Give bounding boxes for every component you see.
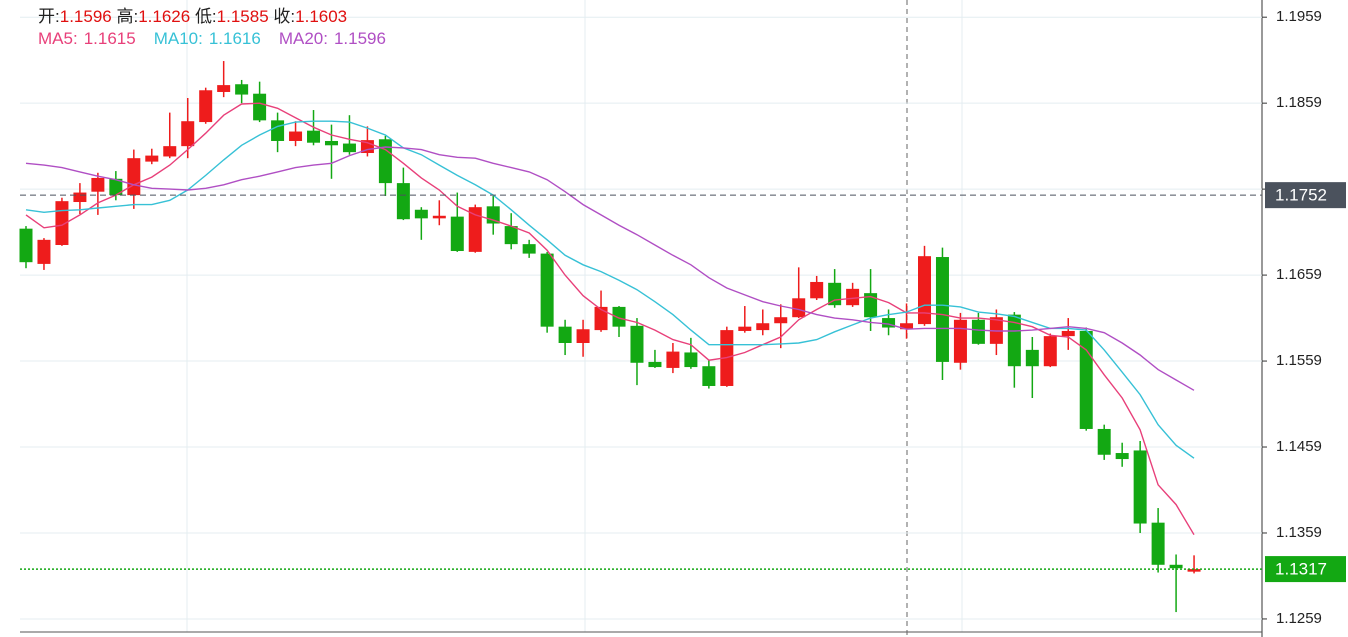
price-label: 1.1752 bbox=[1275, 186, 1327, 205]
legend-name: MA5: bbox=[38, 29, 78, 48]
candle-body bbox=[900, 323, 914, 330]
candle-body bbox=[414, 209, 428, 219]
candle-body bbox=[935, 257, 949, 362]
legend-name: MA20: bbox=[278, 29, 328, 48]
candle-body bbox=[576, 329, 590, 343]
ma-line bbox=[25, 120, 1195, 459]
candle-body bbox=[864, 293, 878, 318]
candle-body bbox=[55, 201, 69, 245]
candle-body bbox=[432, 215, 446, 219]
candle-body bbox=[792, 298, 806, 318]
candle-body bbox=[145, 155, 159, 162]
candle-body bbox=[253, 93, 267, 121]
grid: 1.12591.13591.14591.15591.16591.17591.18… bbox=[20, 8, 1322, 627]
candle-body bbox=[774, 317, 788, 324]
y-tick-label: 1.1859 bbox=[1276, 94, 1322, 111]
y-tick-label: 1.1459 bbox=[1276, 438, 1322, 455]
candle-body bbox=[1169, 564, 1183, 569]
ohlc-label: 高: bbox=[116, 7, 139, 26]
candle-body bbox=[19, 228, 33, 263]
candle-body bbox=[307, 130, 321, 143]
candle-body bbox=[199, 90, 213, 123]
candle-body bbox=[1187, 569, 1201, 572]
ohlc-value: 1.1596 bbox=[59, 7, 112, 26]
marks bbox=[19, 61, 1201, 613]
price-label: 1.1317 bbox=[1275, 560, 1327, 579]
candle-body bbox=[612, 306, 626, 327]
ohlc-value: 1.1603 bbox=[295, 7, 348, 26]
ohlc-label: 开: bbox=[38, 7, 60, 26]
candle-body bbox=[91, 177, 105, 192]
ma-line bbox=[25, 146, 1195, 391]
ohlc-value: 1.1585 bbox=[216, 7, 269, 26]
candle-body bbox=[1097, 428, 1111, 455]
candle-body bbox=[324, 140, 338, 146]
candle-body bbox=[342, 143, 356, 153]
candle-body bbox=[684, 352, 698, 368]
y-tick-label: 1.1559 bbox=[1276, 352, 1322, 369]
candle-body bbox=[1151, 522, 1165, 565]
candle-body bbox=[468, 207, 482, 252]
y-tick-label: 1.1259 bbox=[1276, 610, 1322, 627]
candle-body bbox=[378, 139, 392, 184]
candle-body bbox=[1007, 314, 1021, 367]
candle-body bbox=[630, 325, 644, 363]
candle-body bbox=[1025, 349, 1039, 367]
candle-body bbox=[702, 366, 716, 386]
candle-body bbox=[396, 183, 410, 220]
candle-body bbox=[953, 319, 967, 363]
candle-body bbox=[163, 146, 177, 157]
candle-body bbox=[450, 216, 464, 252]
candle-body bbox=[594, 306, 608, 331]
ohlc-legend: 开:1.1596 高:1.1626 低:1.1585 收:1.1603 bbox=[38, 2, 347, 27]
candle-body bbox=[1061, 330, 1075, 337]
candle-body bbox=[648, 361, 662, 368]
candle-body bbox=[73, 192, 87, 203]
y-tick-label: 1.1959 bbox=[1276, 8, 1322, 25]
candle-body bbox=[971, 319, 985, 344]
candle-body bbox=[1115, 453, 1129, 460]
legend-value: 1.1596 bbox=[333, 29, 386, 48]
candle-body bbox=[37, 239, 51, 264]
legend-value: 1.1615 bbox=[83, 29, 136, 48]
candle-body bbox=[666, 351, 680, 368]
overlay: 1.1752 1.1317 bbox=[20, 182, 1346, 583]
ohlc-label: 低: bbox=[194, 7, 217, 26]
ohlc-value: 1.1626 bbox=[138, 7, 191, 26]
candle-body bbox=[882, 318, 896, 328]
candle-body bbox=[235, 84, 249, 95]
legend-name: MA10: bbox=[153, 29, 203, 48]
ma-legend: MA5: 1.1615 MA10: 1.1616 MA20: 1.1596 bbox=[38, 29, 404, 49]
candle-body bbox=[846, 288, 860, 306]
candle-body bbox=[271, 120, 285, 141]
price-label-box bbox=[1265, 182, 1346, 209]
legend-value: 1.1616 bbox=[208, 29, 261, 48]
candle-body bbox=[522, 244, 536, 254]
candle-body bbox=[109, 178, 123, 196]
ohlc-label: 收: bbox=[273, 7, 296, 26]
candle-body bbox=[1079, 330, 1093, 429]
candle-body bbox=[1043, 336, 1057, 367]
candle-body bbox=[217, 85, 231, 92]
candle-body bbox=[289, 131, 303, 141]
candle-body bbox=[1133, 450, 1147, 524]
price-label-box bbox=[1265, 556, 1346, 583]
candle-body bbox=[810, 281, 824, 299]
candle-body bbox=[127, 158, 141, 196]
candle-body bbox=[540, 253, 554, 327]
candle-body bbox=[504, 226, 518, 245]
candle-body bbox=[181, 121, 195, 147]
y-tick-label: 1.1359 bbox=[1276, 524, 1322, 541]
candle-body bbox=[558, 326, 572, 343]
candle-body bbox=[756, 323, 770, 331]
ma-line bbox=[25, 102, 1195, 536]
y-tick-label: 1.1659 bbox=[1276, 266, 1322, 283]
candle-body bbox=[738, 326, 752, 331]
